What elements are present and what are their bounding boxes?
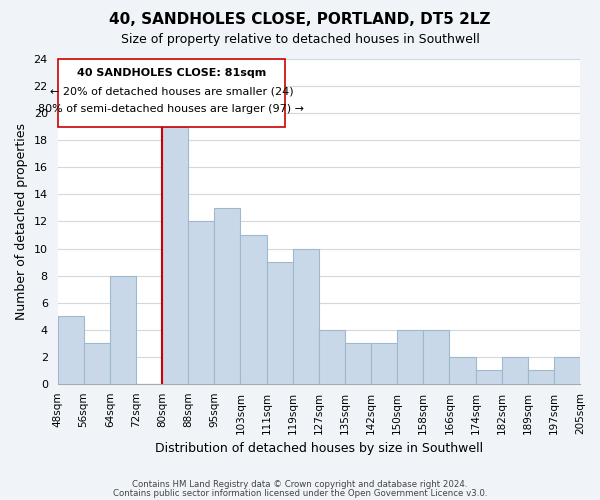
Bar <box>345 344 371 384</box>
Bar <box>371 344 397 384</box>
Bar <box>319 330 345 384</box>
Bar <box>162 126 188 384</box>
Bar <box>554 357 580 384</box>
Text: Contains HM Land Registry data © Crown copyright and database right 2024.: Contains HM Land Registry data © Crown c… <box>132 480 468 489</box>
X-axis label: Distribution of detached houses by size in Southwell: Distribution of detached houses by size … <box>155 442 483 455</box>
Bar <box>476 370 502 384</box>
Bar <box>266 262 293 384</box>
FancyBboxPatch shape <box>58 59 285 126</box>
Bar <box>241 235 266 384</box>
Text: 80% of semi-detached houses are larger (97) →: 80% of semi-detached houses are larger (… <box>38 104 304 114</box>
Bar <box>58 316 83 384</box>
Bar <box>528 370 554 384</box>
Bar <box>449 357 476 384</box>
Text: Size of property relative to detached houses in Southwell: Size of property relative to detached ho… <box>121 32 479 46</box>
Text: 40, SANDHOLES CLOSE, PORTLAND, DT5 2LZ: 40, SANDHOLES CLOSE, PORTLAND, DT5 2LZ <box>109 12 491 28</box>
Text: Contains public sector information licensed under the Open Government Licence v3: Contains public sector information licen… <box>113 490 487 498</box>
Bar <box>397 330 423 384</box>
Bar <box>502 357 528 384</box>
Text: ← 20% of detached houses are smaller (24): ← 20% of detached houses are smaller (24… <box>50 86 293 96</box>
Y-axis label: Number of detached properties: Number of detached properties <box>15 123 28 320</box>
Bar <box>423 330 449 384</box>
Text: 40 SANDHOLES CLOSE: 81sqm: 40 SANDHOLES CLOSE: 81sqm <box>77 68 266 78</box>
Bar <box>188 222 214 384</box>
Bar <box>110 276 136 384</box>
Bar <box>83 344 110 384</box>
Bar <box>293 248 319 384</box>
Bar <box>214 208 241 384</box>
